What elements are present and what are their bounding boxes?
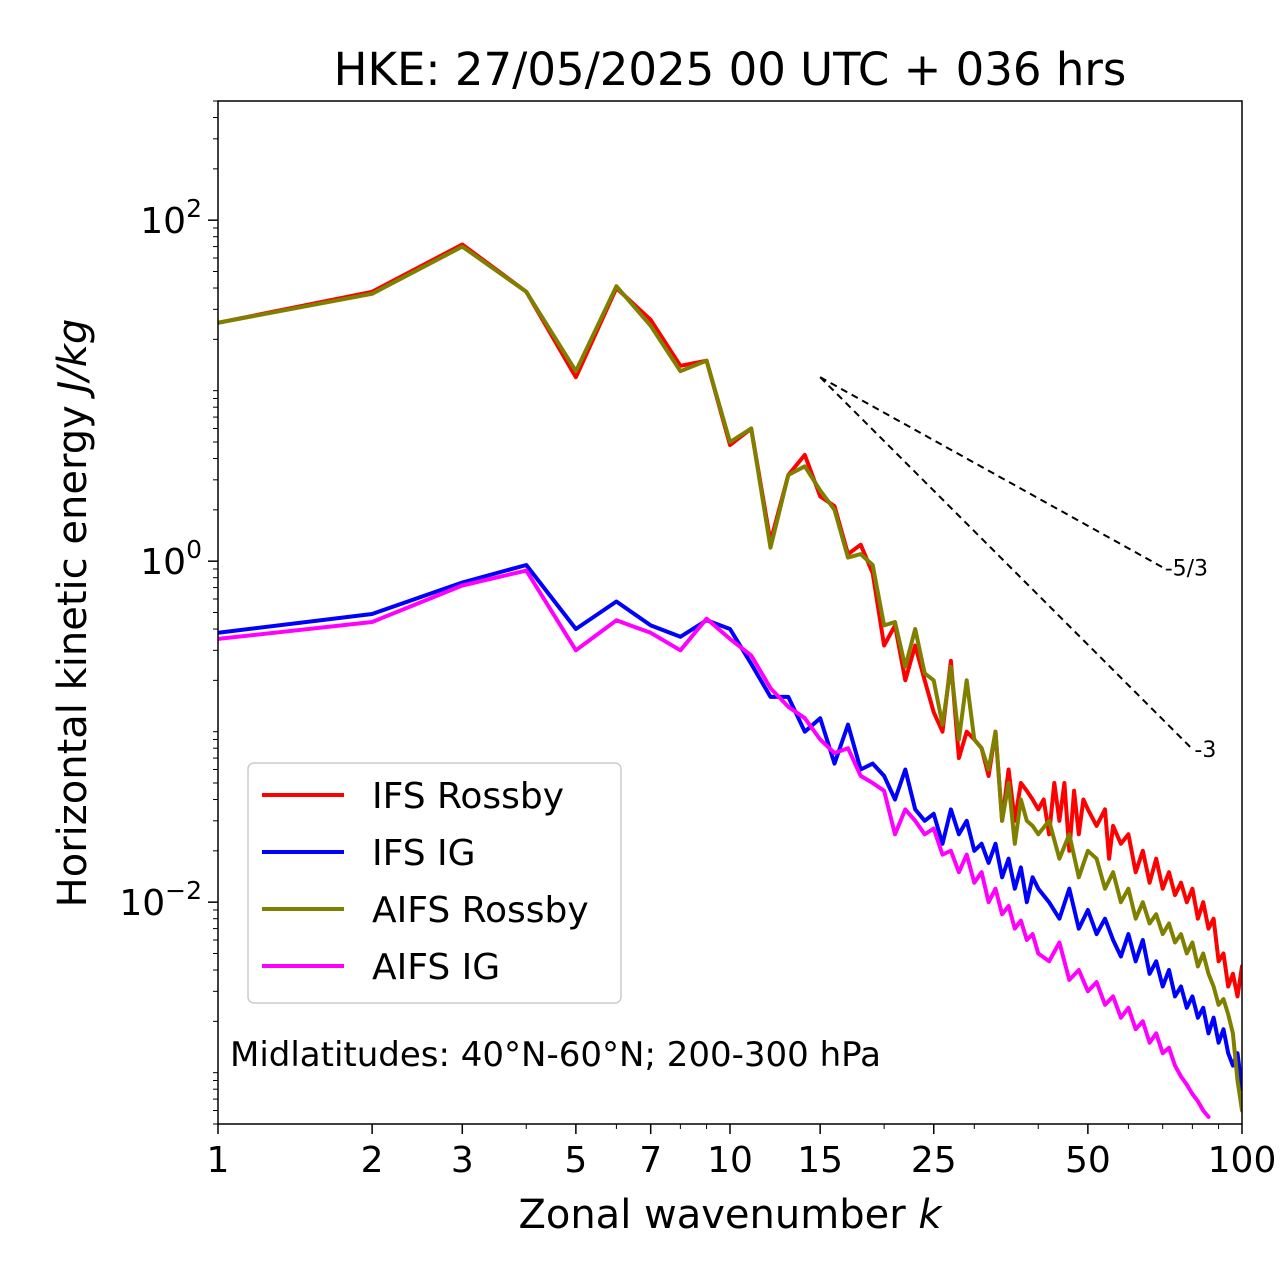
- reference-slopes: -5/3 -3: [819, 376, 1216, 763]
- chart-title: HKE: 27/05/2025 00 UTC + 036 hrs: [334, 43, 1127, 96]
- legend-label-aifs-ig: AIFS IG: [372, 947, 500, 988]
- x-tick-label: 100: [1208, 1140, 1277, 1181]
- x-tick-label: 15: [797, 1140, 843, 1181]
- x-tick-label: 1: [207, 1140, 230, 1181]
- y-axis: 10−2 100 102: [119, 100, 218, 1125]
- series-line-ifs-rossby: [218, 242, 1242, 999]
- legend-label-ifs-ig: IFS IG: [372, 833, 476, 874]
- x-tick-label: 5: [564, 1140, 587, 1181]
- x-tick-label: 10: [707, 1140, 753, 1181]
- x-tick-label: 2: [361, 1140, 384, 1181]
- series-line-aifs-ig: [218, 568, 1211, 1119]
- x-axis-label-text: Zonal wavenumber: [518, 1192, 906, 1238]
- legend-label-aifs-rossby: AIFS Rossby: [372, 890, 589, 931]
- legend-label-ifs-rossby: IFS Rossby: [372, 776, 564, 817]
- reference-slope-line: [819, 376, 1194, 750]
- x-tick-label: 25: [911, 1140, 957, 1181]
- series-line-aifs-rossby: [218, 244, 1242, 1113]
- y-axis-label-unit: J/kg: [50, 319, 96, 400]
- y-tick-label: 102: [140, 194, 202, 242]
- series-layer: [218, 242, 1242, 1119]
- x-tick-label: 50: [1065, 1140, 1111, 1181]
- x-tick-label: 3: [451, 1140, 474, 1181]
- x-axis: 1 2 3 5 7 10 15 25 50 100: [207, 1124, 1277, 1181]
- region-annotation: Midlatitudes: 40°N-60°N; 200-300 hPa: [230, 1035, 881, 1075]
- y-axis-label-text: Horizontal kinetic energy: [50, 405, 96, 907]
- y-axis-label: Horizontal kinetic energy J/kg: [50, 319, 96, 908]
- y-tick-label: 100: [140, 535, 202, 583]
- y-tick-label: 10−2: [119, 876, 202, 924]
- legend-box: [247, 762, 622, 1004]
- x-axis-label: Zonal wavenumber k: [518, 1192, 943, 1238]
- reference-slope-line: [819, 376, 1164, 569]
- x-axis-label-variable: k: [918, 1192, 943, 1238]
- legend: IFS Rossby IFS IG AIFS Rossby AIFS IG: [247, 762, 622, 1004]
- reference-slope-label: -5/3: [1165, 556, 1208, 581]
- x-tick-label: 7: [639, 1140, 662, 1181]
- reference-slope-label: -3: [1194, 738, 1216, 763]
